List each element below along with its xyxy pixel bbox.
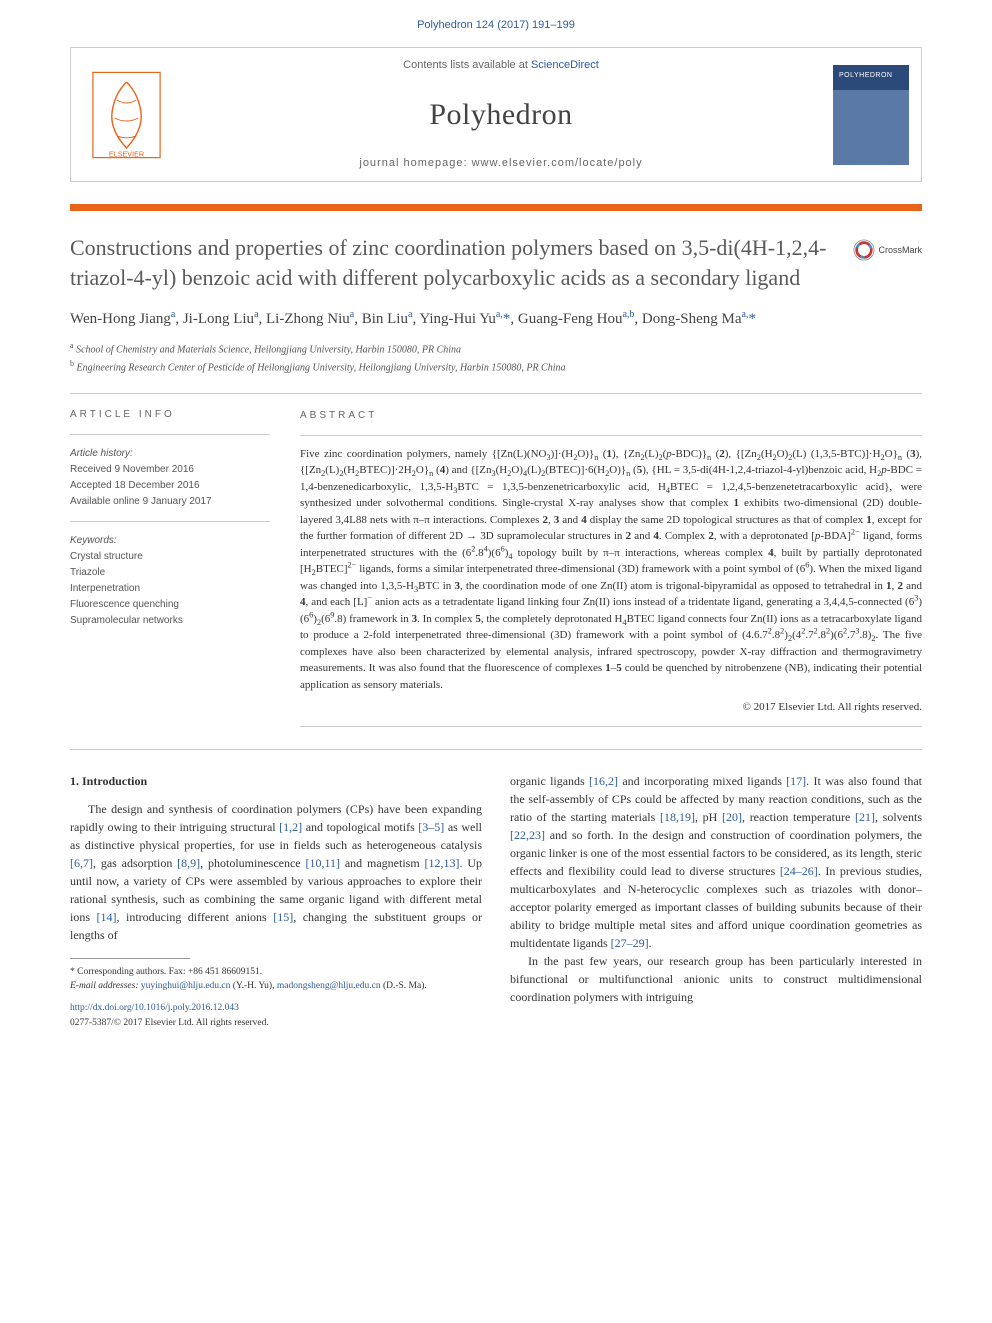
email-link-2[interactable]: madongsheng@hlju.edu.cn — [277, 981, 381, 991]
footnotes: * Corresponding authors. Fax: +86 451 86… — [70, 965, 482, 994]
crossmark-icon — [853, 239, 875, 261]
crossmark-badge[interactable]: CrossMark — [853, 239, 922, 261]
keyword: Crystal structure — [70, 550, 270, 564]
history-accepted: Accepted 18 December 2016 — [70, 479, 270, 493]
body-text: 1. Introduction The design and synthesis… — [70, 772, 922, 1030]
issn-copyright: 0277-5387/© 2017 Elsevier Ltd. All right… — [70, 1018, 269, 1028]
abstract-body: Five zinc coordination polymers, namely … — [300, 446, 922, 694]
keyword: Triazole — [70, 566, 270, 580]
cover-image — [833, 65, 909, 165]
abstract-copyright: © 2017 Elsevier Ltd. All rights reserved… — [300, 699, 922, 716]
doi-block: http://dx.doi.org/10.1016/j.poly.2016.12… — [70, 1001, 482, 1030]
section-divider — [70, 749, 922, 750]
elsevier-logo: ELSEVIER — [71, 48, 181, 181]
corresponding-author: * Corresponding authors. Fax: +86 451 86… — [70, 965, 482, 979]
email-link-1[interactable]: yuyinghui@hlju.edu.cn — [141, 981, 231, 991]
homepage-url: www.elsevier.com/locate/poly — [472, 157, 643, 169]
journal-cover-thumb — [821, 48, 921, 181]
contents-line: Contents lists available at ScienceDirec… — [181, 58, 821, 73]
abstract-heading: ABSTRACT — [300, 408, 922, 423]
intro-heading: 1. Introduction — [70, 772, 482, 790]
intro-p2: organic ligands [16,2] and incorporating… — [510, 772, 922, 952]
keyword: Interpenetration — [70, 582, 270, 596]
history-online: Available online 9 January 2017 — [70, 495, 270, 509]
history-received: Received 9 November 2016 — [70, 463, 270, 477]
affiliations: a School of Chemistry and Materials Scie… — [70, 340, 922, 375]
intro-p3: In the past few years, our research grou… — [510, 952, 922, 1006]
journal-header: ELSEVIER Contents lists available at Sci… — [70, 47, 922, 182]
sciencedirect-link[interactable]: ScienceDirect — [531, 59, 599, 71]
keywords-label: Keywords: — [70, 534, 270, 548]
email-addresses: E-mail addresses: yuyinghui@hlju.edu.cn … — [70, 979, 482, 993]
page-citation: Polyhedron 124 (2017) 191–199 — [0, 0, 992, 47]
crossmark-label: CrossMark — [878, 244, 922, 257]
homepage-line: journal homepage: www.elsevier.com/locat… — [181, 156, 821, 171]
article-info: ARTICLE INFO Article history: Received 9… — [70, 408, 270, 727]
homepage-prefix: journal homepage: — [359, 157, 471, 169]
article-title: Constructions and properties of zinc coo… — [70, 233, 922, 292]
keyword: Fluorescence quenching — [70, 598, 270, 612]
author-list: Wen-Hong Jianga, Ji-Long Liua, Li-Zhong … — [70, 307, 922, 331]
affiliation-a: a School of Chemistry and Materials Scie… — [70, 340, 922, 357]
keyword: Supramolecular networks — [70, 614, 270, 628]
intro-p1: The design and synthesis of coordination… — [70, 800, 482, 944]
journal-name: Polyhedron — [181, 94, 821, 136]
contents-prefix: Contents lists available at — [403, 59, 531, 71]
affiliation-b: b Engineering Research Center of Pestici… — [70, 358, 922, 375]
doi-link[interactable]: http://dx.doi.org/10.1016/j.poly.2016.12… — [70, 1003, 239, 1013]
article-info-heading: ARTICLE INFO — [70, 408, 270, 422]
footnote-separator — [70, 958, 190, 959]
header-middle: Contents lists available at ScienceDirec… — [181, 48, 821, 181]
svg-text:ELSEVIER: ELSEVIER — [108, 149, 143, 158]
history-label: Article history: — [70, 447, 270, 461]
orange-divider — [70, 204, 922, 211]
abstract: ABSTRACT Five zinc coordination polymers… — [300, 408, 922, 727]
